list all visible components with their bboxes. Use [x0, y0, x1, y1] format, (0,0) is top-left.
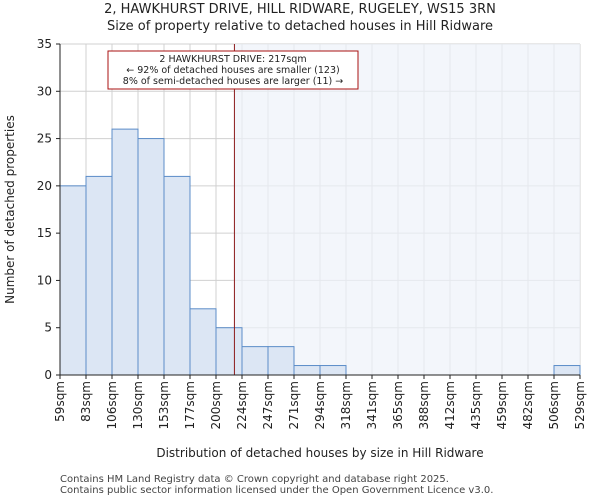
- footer-licence: Contains public sector information licen…: [60, 485, 494, 496]
- histogram-bar: [111, 128, 139, 376]
- x-tick-label: 153sqm: [157, 381, 171, 429]
- annotation-line-3: 8% of semi-detached houses are larger (1…: [123, 76, 343, 87]
- histogram-bar: [163, 175, 191, 376]
- y-tick-label: 15: [37, 226, 52, 240]
- x-tick-label: 106sqm: [105, 381, 119, 429]
- x-tick-label: 83sqm: [79, 381, 93, 422]
- larger-than-property-region: [234, 44, 580, 375]
- histogram-chart: 0 5 10 15 20 25 30 35 59sqm 83sqm 106sqm 130sqm 153…: [3, 37, 587, 460]
- chart-title: 2, HAWKHURST DRIVE, HILL RIDWARE, RUGELE…: [104, 2, 496, 17]
- histogram-bar: [189, 308, 217, 376]
- annotation-box: [107, 50, 359, 90]
- histogram-bar: [215, 327, 243, 376]
- y-tick-label: 35: [37, 37, 52, 51]
- y-tick-label: 5: [44, 321, 52, 335]
- y-axis-label: Number of detached properties: [3, 115, 17, 304]
- x-tick-label: 506sqm: [547, 381, 561, 429]
- x-tick-label: 59sqm: [53, 381, 67, 422]
- y-tick-label: 25: [37, 132, 52, 146]
- x-tick-label: 130sqm: [131, 381, 145, 429]
- x-axis-label: Distribution of detached houses by size …: [156, 446, 483, 460]
- x-tick-label: 318sqm: [339, 381, 353, 429]
- x-tick-label: 365sqm: [391, 381, 405, 429]
- x-tick-label: 294sqm: [313, 381, 327, 429]
- x-tick-label: 271sqm: [287, 381, 301, 429]
- property-annotation: 2 HAWKHURST DRIVE: 217sqm ← 92% of detac…: [107, 50, 359, 90]
- x-axis-ticks: 59sqm 83sqm 106sqm 130sqm 153sqm 177sqm 200sqm…: [53, 375, 587, 429]
- x-tick-label: 200sqm: [209, 381, 223, 429]
- x-tick-label: 177sqm: [183, 381, 197, 429]
- annotation-line-2: ← 92% of detached houses are smaller (12…: [126, 65, 339, 76]
- x-tick-label: 341sqm: [365, 381, 379, 429]
- y-axis-ticks: 0 5 10 15 20 25 30 35: [37, 37, 60, 382]
- annotation-line-1: 2 HAWKHURST DRIVE: 217sqm: [159, 54, 306, 65]
- y-tick-label: 10: [37, 273, 52, 287]
- y-tick-label: 0: [44, 368, 52, 382]
- x-tick-label: 224sqm: [235, 381, 249, 429]
- x-tick-label: 459sqm: [495, 381, 509, 429]
- histogram-bar: [85, 175, 113, 376]
- x-tick-label: 435sqm: [469, 381, 483, 429]
- chart-subtitle: Size of property relative to detached ho…: [106, 19, 494, 34]
- histogram-bar: [293, 365, 321, 376]
- x-tick-label: 247sqm: [261, 381, 275, 429]
- y-tick-label: 30: [37, 84, 52, 98]
- histogram-bar: [59, 185, 87, 376]
- x-tick-label: 482sqm: [521, 381, 535, 429]
- y-tick-label: 20: [37, 179, 52, 193]
- histogram-bar: [319, 365, 347, 376]
- x-tick-label: 388sqm: [417, 381, 431, 429]
- histogram-bar: [267, 346, 295, 376]
- histogram-bar: [137, 138, 165, 376]
- histogram-bar: [241, 346, 269, 376]
- histogram-bars: [59, 128, 581, 376]
- footer-copyright: Contains HM Land Registry data © Crown c…: [60, 474, 449, 485]
- x-tick-label: 529sqm: [573, 381, 587, 429]
- histogram-bar: [553, 365, 581, 376]
- x-tick-label: 412sqm: [443, 381, 457, 429]
